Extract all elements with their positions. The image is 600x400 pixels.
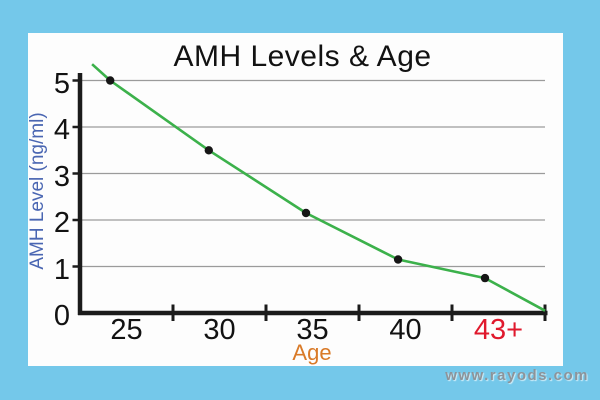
- x-tick-label: 30: [203, 314, 236, 346]
- data-point: [301, 208, 311, 218]
- trend-line: [91, 63, 546, 312]
- x-tick-label: 40: [389, 314, 422, 346]
- x-axis-title: Age: [292, 340, 332, 365]
- y-tick-label: 2: [53, 207, 70, 239]
- data-point: [204, 146, 213, 155]
- chart-panel: [28, 33, 563, 366]
- y-tick-label: 1: [53, 253, 70, 286]
- chart-title: AMH Levels & Age: [173, 40, 432, 73]
- x-tick-label: 25: [110, 314, 143, 346]
- data-point: [480, 273, 490, 283]
- x-tick-label: 35: [296, 314, 329, 346]
- y-tick-label: 5: [53, 67, 70, 100]
- y-tick-label: 4: [53, 114, 70, 146]
- y-tick-label: 3: [53, 160, 70, 193]
- data-point: [393, 255, 403, 264]
- y-tick-label: 0: [53, 300, 70, 332]
- watermark: www.rayods.com: [445, 367, 589, 384]
- data-point: [106, 76, 115, 85]
- x-tick-label: 43+: [473, 314, 524, 346]
